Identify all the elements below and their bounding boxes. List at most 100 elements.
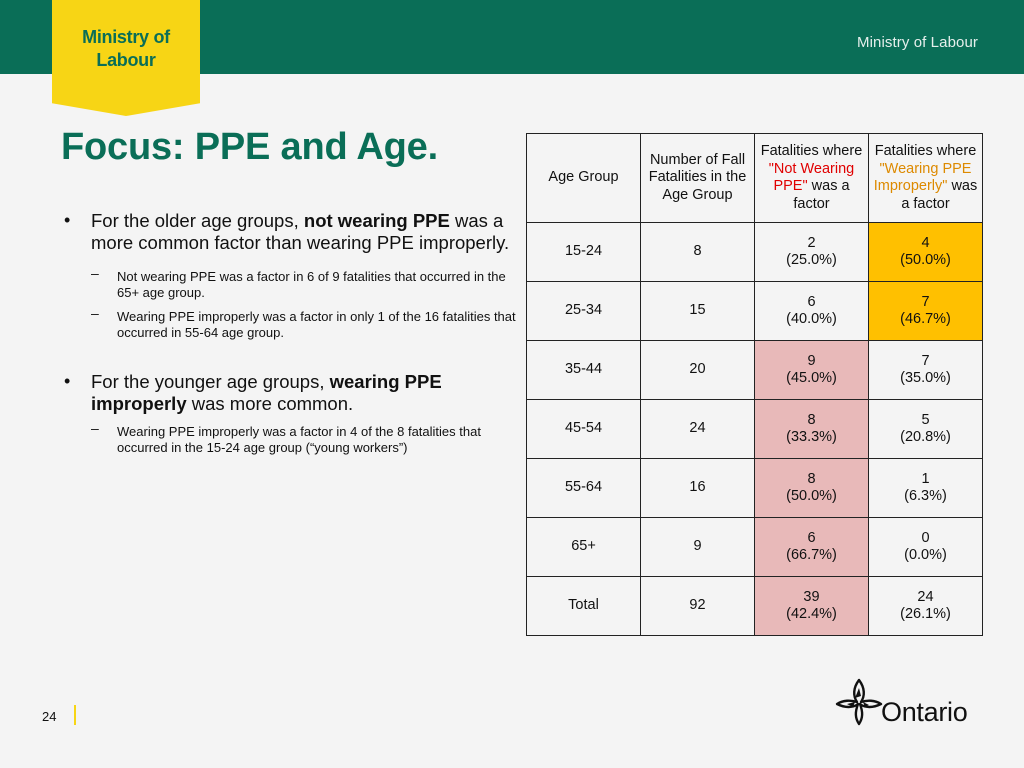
banner-line-2: Labour — [96, 50, 156, 70]
header-age-group: Age Group — [526, 133, 641, 223]
cell-improperly: 7 (35.0%) — [868, 340, 983, 400]
cell-number: 4 — [921, 234, 930, 251]
sub-bullet-text: Not wearing PPE was a factor in 6 of 9 f… — [117, 269, 506, 300]
page-number: 24 — [42, 709, 57, 724]
sub-bullet: – Wearing PPE improperly was a factor in… — [64, 305, 519, 341]
cell-percent: (40.0%) — [786, 311, 837, 327]
cell-percent: (20.8%) — [900, 429, 951, 445]
bullet-item: • For the younger age groups, wearing PP… — [64, 371, 519, 415]
table-row: 35-44 20 9 (45.0%) 7 (35.0%) — [526, 340, 983, 400]
table-row-total: Total 92 39 (42.4%) 24 (26.1%) — [526, 576, 983, 636]
cell-number: 8 — [807, 411, 816, 428]
cell-number: 7 — [921, 352, 930, 369]
header-text: Fatalities where — [874, 143, 977, 159]
cell-age: 25-34 — [526, 281, 641, 341]
header-text: Fatalities where — [760, 143, 863, 159]
cell-count: 20 — [640, 340, 755, 400]
sub-bullet-text: Wearing PPE improperly was a factor in 4… — [117, 424, 481, 455]
cell-improperly: 1 (6.3%) — [868, 458, 983, 518]
table-row: 25-34 15 6 (40.0%) 7 (46.7%) — [526, 281, 983, 341]
dash-icon: – — [91, 265, 99, 281]
dash-icon: – — [91, 305, 99, 321]
cell-number: 2 — [807, 234, 816, 251]
cell-number: 24 — [917, 588, 934, 605]
header-fatality-count: Number of Fall Fatalities in the Age Gro… — [640, 133, 755, 223]
header-wearing-improperly: Fatalities where "Wearing PPE Improperly… — [868, 133, 983, 223]
cell-number: 6 — [807, 529, 816, 546]
cell-percent: (45.0%) — [786, 370, 837, 386]
cell-age: Total — [526, 576, 641, 636]
cell-percent: (33.3%) — [786, 429, 837, 445]
cell-improperly: 0 (0.0%) — [868, 517, 983, 577]
cell-number: 6 — [807, 293, 816, 310]
header-quote-improperly: "Wearing PPE Improperly" — [873, 160, 972, 195]
cell-percent: (0.0%) — [904, 547, 947, 563]
cell-number: 7 — [921, 293, 930, 310]
header-text: was a factor — [901, 178, 978, 212]
cell-count: 92 — [640, 576, 755, 636]
page-number-divider — [74, 705, 76, 725]
header-quote-not-wearing: "Not Wearing PPE" — [768, 160, 855, 195]
header-ministry-label: Ministry of Labour — [856, 34, 978, 51]
cell-count: 15 — [640, 281, 755, 341]
cell-count: 8 — [640, 222, 755, 282]
cell-not-wearing: 8 (50.0%) — [754, 458, 869, 518]
cell-not-wearing: 9 (45.0%) — [754, 340, 869, 400]
cell-percent: (46.7%) — [900, 311, 951, 327]
trillium-logo-icon — [835, 678, 883, 726]
cell-improperly: 5 (20.8%) — [868, 399, 983, 459]
fatalities-table: Age Group Number of Fall Fatalities in t… — [526, 133, 983, 636]
bullet-text: was more common. — [186, 393, 354, 414]
dash-icon: – — [91, 420, 99, 436]
bullet-text: For the younger age groups, — [91, 371, 330, 392]
cell-not-wearing: 8 (33.3%) — [754, 399, 869, 459]
banner-line-1: Ministry of — [82, 27, 170, 47]
cell-age: 15-24 — [526, 222, 641, 282]
sub-bullet-text: Wearing PPE improperly was a factor in o… — [117, 309, 516, 340]
cell-not-wearing: 6 (66.7%) — [754, 517, 869, 577]
cell-improperly: 7 (46.7%) — [868, 281, 983, 341]
cell-number: 0 — [921, 529, 930, 546]
cell-age: 55-64 — [526, 458, 641, 518]
bullet-emphasis: not wearing PPE — [303, 210, 450, 231]
cell-percent: (35.0%) — [900, 370, 951, 386]
bullet-emphasis: wearing PPE improperly — [91, 371, 442, 414]
cell-not-wearing: 2 (25.0%) — [754, 222, 869, 282]
table-row: 45-54 24 8 (33.3%) 5 (20.8%) — [526, 399, 983, 459]
cell-count: 24 — [640, 399, 755, 459]
cell-improperly: 4 (50.0%) — [868, 222, 983, 282]
cell-percent: (66.7%) — [786, 547, 837, 563]
bullet-list: • For the older age groups, not wearing … — [64, 210, 519, 456]
cell-age: 65+ — [526, 517, 641, 577]
cell-count: 9 — [640, 517, 755, 577]
bullet-text: was a more common factor than wearing PP… — [91, 210, 510, 253]
cell-count: 16 — [640, 458, 755, 518]
bullet-dot-icon: • — [64, 371, 71, 391]
cell-not-wearing: 6 (40.0%) — [754, 281, 869, 341]
sub-bullet: – Wearing PPE improperly was a factor in… — [64, 420, 519, 456]
cell-percent: (6.3%) — [904, 488, 947, 504]
table-row: 15-24 8 2 (25.0%) 4 (50.0%) — [526, 222, 983, 282]
slide-title: Focus: PPE and Age. — [61, 126, 438, 168]
cell-percent: (25.0%) — [786, 252, 837, 268]
cell-not-wearing: 39 (42.4%) — [754, 576, 869, 636]
cell-age: 45-54 — [526, 399, 641, 459]
ontario-wordmark: Ontario — [881, 697, 968, 727]
bullet-item: • For the older age groups, not wearing … — [64, 210, 519, 254]
header-text: was a factor — [793, 178, 850, 212]
header-not-wearing-ppe: Fatalities where "Not Wearing PPE" was a… — [754, 133, 869, 223]
ministry-banner: Ministry of Labour — [52, 0, 200, 116]
cell-number: 1 — [921, 470, 930, 487]
table-header-row: Age Group Number of Fall Fatalities in t… — [526, 133, 983, 223]
sub-bullet: – Not wearing PPE was a factor in 6 of 9… — [64, 265, 519, 301]
cell-number: 8 — [807, 470, 816, 487]
cell-number: 5 — [921, 411, 930, 428]
table-row: 55-64 16 8 (50.0%) 1 (6.3%) — [526, 458, 983, 518]
cell-percent: (50.0%) — [786, 488, 837, 504]
cell-number: 39 — [803, 588, 820, 605]
cell-age: 35-44 — [526, 340, 641, 400]
cell-improperly: 24 (26.1%) — [868, 576, 983, 636]
table-row: 65+ 9 6 (66.7%) 0 (0.0%) — [526, 517, 983, 577]
cell-percent: (50.0%) — [900, 252, 951, 268]
cell-number: 9 — [807, 352, 816, 369]
